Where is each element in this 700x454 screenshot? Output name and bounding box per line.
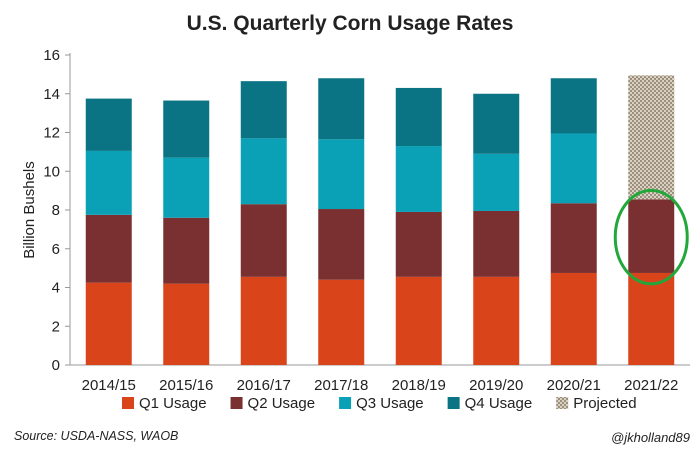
plot-area: 0 2 4 6 8 10 12 14 16 2014/15 2015/16 2016/17 2017/1…: [43, 47, 690, 394]
bar-segment: [85, 282, 132, 365]
legend-swatch: [230, 397, 243, 409]
legend-label: Q2 Usage: [248, 395, 316, 412]
y-tick-label: 0: [52, 357, 60, 374]
bar-segment: [240, 138, 287, 205]
legend-label: Projected: [573, 395, 636, 412]
y-tick-label: 2: [52, 318, 60, 335]
bar-segment: [318, 139, 365, 210]
bar-segment: [395, 211, 442, 277]
legend-label: Q3 Usage: [356, 395, 424, 412]
y-tick-label: 8: [52, 202, 60, 219]
bar-segment: [240, 276, 287, 365]
author-handle: @jkholland89: [611, 430, 690, 445]
legend-label: Q1 Usage: [139, 395, 207, 412]
bar-segment: [628, 272, 675, 365]
bar-segment: [318, 279, 365, 365]
x-tick-label: 2020/21: [547, 377, 601, 394]
bar-segment: [163, 100, 210, 158]
y-tick-label: 14: [43, 86, 60, 103]
y-tick-label: 12: [43, 125, 60, 142]
bar-segment: [163, 217, 210, 284]
y-tick-label: 10: [43, 163, 60, 180]
y-tick-label: 6: [52, 241, 60, 258]
bar-segment: [395, 87, 442, 147]
y-axis-label: Billion Bushels: [21, 161, 38, 259]
bar-segment: [550, 203, 597, 273]
legend-label: Q4 Usage: [465, 395, 533, 412]
bar-segment: [395, 146, 442, 212]
x-tick-label: 2017/18: [314, 377, 368, 394]
x-tick-label: 2014/15: [82, 377, 136, 394]
bar-segment: [473, 153, 520, 211]
bar-segment: [550, 78, 597, 134]
bar-segment: [240, 81, 287, 139]
y-tick-label: 4: [52, 280, 60, 297]
chart-title: U.S. Quarterly Corn Usage Rates: [187, 12, 514, 35]
bar-segment: [550, 133, 597, 204]
bar-segment: [473, 210, 520, 277]
bar-segment: [85, 214, 132, 283]
bar-segment: [550, 272, 597, 365]
x-tick-label: 2016/17: [237, 377, 291, 394]
legend-swatch: [447, 397, 460, 409]
bar-segment: [85, 150, 132, 215]
source-note: Source: USDA-NASS, WAOB: [14, 429, 178, 443]
legend-swatch: [339, 397, 352, 409]
bar-segment: [628, 199, 675, 273]
legend: Q1 Usage Q2 Usage Q3 Usage Q4 Usage Projecte…: [122, 395, 637, 412]
x-tick-label: 2015/16: [159, 377, 213, 394]
bar-segment: [85, 98, 132, 151]
x-tick-label: 2021/22: [624, 377, 678, 394]
bar-segment: [318, 209, 365, 280]
y-tick-label: 16: [43, 47, 60, 64]
legend-swatch: [556, 397, 569, 409]
bar-segment: [240, 204, 287, 277]
bar-segment: [473, 93, 520, 154]
bar-segment: [473, 276, 520, 365]
x-tick-label: 2019/20: [469, 377, 523, 394]
bar-segment: [395, 276, 442, 365]
legend-swatch: [122, 397, 134, 409]
bar-segment: [163, 283, 210, 365]
bar-segment: [318, 78, 365, 140]
bar-segment: [163, 157, 210, 218]
highlight-ellipse: [613, 188, 689, 286]
bar-segment: [628, 75, 675, 200]
x-tick-label: 2018/19: [392, 377, 446, 394]
